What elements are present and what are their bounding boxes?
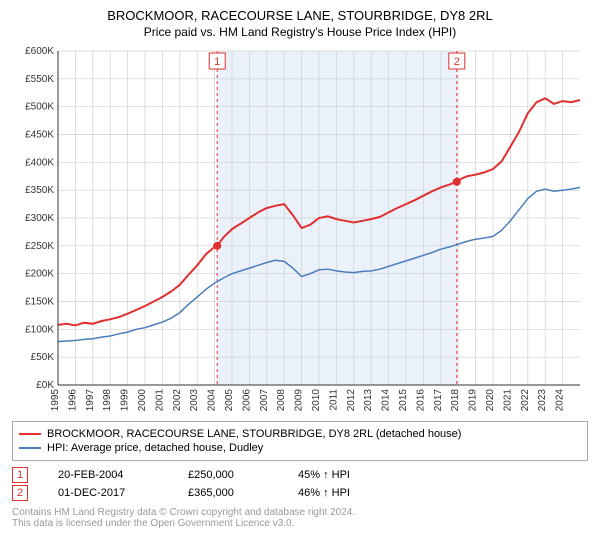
svg-text:1997: 1997 — [85, 389, 96, 412]
price-chart: £0K£50K£100K£150K£200K£250K£300K£350K£40… — [10, 45, 590, 415]
svg-text:2013: 2013 — [363, 389, 374, 412]
svg-text:2020: 2020 — [485, 389, 496, 412]
svg-text:1999: 1999 — [120, 389, 131, 412]
svg-text:2008: 2008 — [276, 389, 287, 412]
svg-text:2007: 2007 — [259, 389, 270, 412]
svg-text:2022: 2022 — [520, 389, 531, 412]
legend-item: HPI: Average price, detached house, Dudl… — [19, 442, 581, 454]
svg-text:2000: 2000 — [137, 389, 148, 412]
svg-text:2002: 2002 — [172, 389, 183, 412]
svg-text:£350K: £350K — [25, 185, 54, 196]
markers-table: 1 20-FEB-2004 £250,000 45% ↑ HPI 2 01-DE… — [12, 467, 588, 501]
marker-badge: 2 — [12, 485, 28, 501]
footer-line: This data is licensed under the Open Gov… — [12, 518, 588, 529]
marker-price: £365,000 — [188, 487, 268, 499]
svg-text:£50K: £50K — [31, 352, 55, 363]
svg-text:1996: 1996 — [67, 389, 78, 412]
svg-text:2023: 2023 — [537, 389, 548, 412]
footer-line: Contains HM Land Registry data © Crown c… — [12, 507, 588, 518]
marker-badge: 1 — [12, 467, 28, 483]
svg-text:2015: 2015 — [398, 389, 409, 412]
svg-text:2014: 2014 — [381, 389, 392, 412]
marker-price: £250,000 — [188, 469, 268, 481]
svg-text:2: 2 — [454, 56, 460, 68]
svg-text:2019: 2019 — [468, 389, 479, 412]
svg-text:2024: 2024 — [555, 389, 566, 412]
svg-text:2021: 2021 — [502, 389, 513, 412]
svg-text:2001: 2001 — [154, 389, 165, 412]
svg-text:£400K: £400K — [25, 157, 54, 168]
legend-swatch — [19, 447, 41, 449]
legend-swatch — [19, 433, 41, 435]
svg-text:£100K: £100K — [25, 324, 54, 335]
svg-text:2010: 2010 — [311, 389, 322, 412]
svg-text:£300K: £300K — [25, 213, 54, 224]
svg-text:£550K: £550K — [25, 74, 54, 85]
svg-text:2016: 2016 — [415, 389, 426, 412]
page-title: BROCKMOOR, RACECOURSE LANE, STOURBRIDGE,… — [10, 8, 590, 23]
chart-svg: £0K£50K£100K£150K£200K£250K£300K£350K£40… — [10, 45, 590, 415]
marker-row: 1 20-FEB-2004 £250,000 45% ↑ HPI — [12, 467, 588, 483]
svg-text:£600K: £600K — [25, 46, 54, 57]
svg-text:2012: 2012 — [346, 389, 357, 412]
svg-text:£450K: £450K — [25, 130, 54, 141]
legend: BROCKMOOR, RACECOURSE LANE, STOURBRIDGE,… — [12, 421, 588, 461]
footer: Contains HM Land Registry data © Crown c… — [12, 507, 588, 529]
page-subtitle: Price paid vs. HM Land Registry's House … — [10, 25, 590, 39]
svg-text:£500K: £500K — [25, 102, 54, 113]
svg-text:2004: 2004 — [207, 389, 218, 412]
svg-text:1995: 1995 — [50, 389, 61, 412]
svg-text:£150K: £150K — [25, 297, 54, 308]
svg-text:£250K: £250K — [25, 241, 54, 252]
marker-date: 01-DEC-2017 — [58, 487, 158, 499]
marker-vs-hpi: 46% ↑ HPI — [298, 487, 350, 499]
svg-text:2006: 2006 — [241, 389, 252, 412]
legend-label: BROCKMOOR, RACECOURSE LANE, STOURBRIDGE,… — [47, 428, 461, 440]
legend-label: HPI: Average price, detached house, Dudl… — [47, 442, 263, 454]
svg-text:2017: 2017 — [433, 389, 444, 412]
legend-item: BROCKMOOR, RACECOURSE LANE, STOURBRIDGE,… — [19, 428, 581, 440]
svg-text:1: 1 — [214, 56, 220, 68]
marker-vs-hpi: 45% ↑ HPI — [298, 469, 350, 481]
svg-text:£200K: £200K — [25, 269, 54, 280]
svg-text:2009: 2009 — [294, 389, 305, 412]
marker-date: 20-FEB-2004 — [58, 469, 158, 481]
svg-text:2005: 2005 — [224, 389, 235, 412]
svg-text:2018: 2018 — [450, 389, 461, 412]
svg-text:2011: 2011 — [328, 389, 339, 411]
svg-text:2003: 2003 — [189, 389, 200, 412]
svg-text:1998: 1998 — [102, 389, 113, 412]
marker-row: 2 01-DEC-2017 £365,000 46% ↑ HPI — [12, 485, 588, 501]
